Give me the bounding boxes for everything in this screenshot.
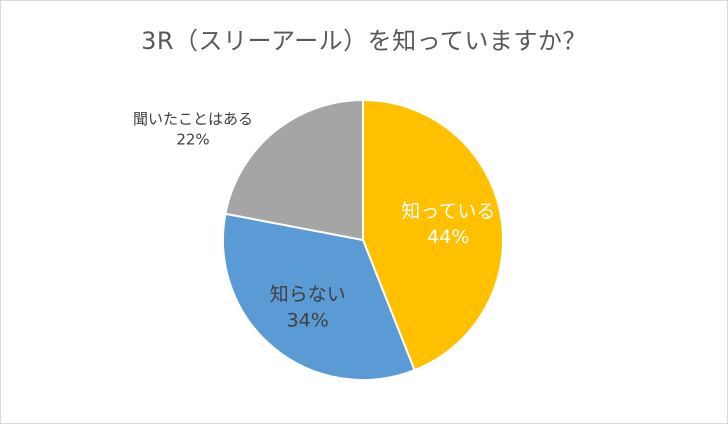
slice-value-label: 44% bbox=[427, 226, 469, 248]
slice-value-label: 22% bbox=[176, 130, 209, 148]
slice-value-label: 34% bbox=[287, 309, 329, 331]
pie-slice bbox=[362, 98, 504, 372]
slice-category-label: 知らない bbox=[270, 284, 346, 306]
pie-slice bbox=[224, 98, 364, 242]
chart-title: 3R（スリーアール）を知っていますか？ bbox=[141, 27, 587, 55]
pie-slice bbox=[222, 212, 416, 381]
slice-category-label: 知っている bbox=[401, 201, 495, 223]
slice-category-label: 聞いたことはある bbox=[133, 110, 253, 128]
